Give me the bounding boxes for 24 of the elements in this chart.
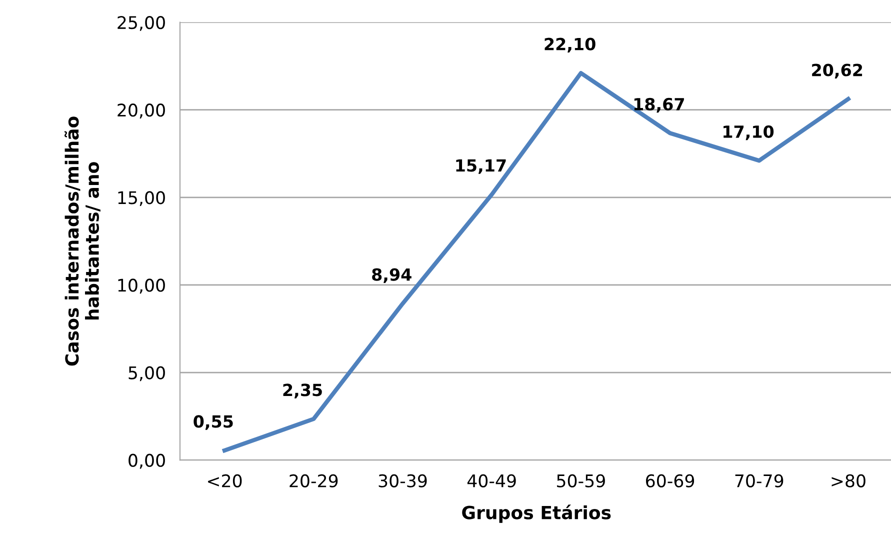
x-tick-label: 70-79 [735,474,784,488]
data-label: 20,62 [812,64,862,78]
y-tick-label: 20,00 [118,104,165,118]
y-tick-label: 15,00 [118,191,165,206]
x-tick-label: 20-29 [290,474,338,488]
y-tick-label: 10,00 [118,278,165,294]
y-tick-label: 25,00 [118,16,165,31]
x-tick-label: 50-59 [557,474,605,488]
x-tick-label: <20 [208,474,242,488]
data-label: 17,10 [724,125,774,140]
x-tick-label: >80 [832,474,866,488]
data-label: 8,94 [372,268,412,283]
data-label: 2,35 [283,384,322,398]
data-label: 18,67 [634,98,684,113]
data-label: 0,55 [194,415,233,430]
x-tick-label: 30-39 [378,474,427,488]
x-tick-label: 40-49 [467,474,516,488]
x-tick-label: 60-69 [646,474,694,488]
y-axis-title: Casos internados/milhão habitantes/ ano [64,116,100,366]
y-tick-label: 0,00 [128,454,165,469]
x-axis-title: Grupos Etários [462,504,611,523]
data-label: 15,17 [456,159,506,174]
data-label: 22,10 [544,38,596,53]
y-tick-label: 5,00 [128,366,165,382]
